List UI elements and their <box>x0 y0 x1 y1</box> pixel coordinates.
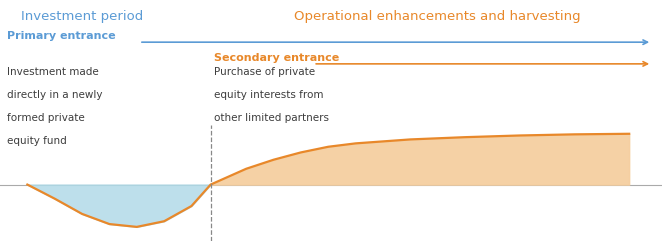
Text: formed private: formed private <box>7 113 84 123</box>
Text: Investment period: Investment period <box>21 10 143 23</box>
Text: directly in a newly: directly in a newly <box>7 90 102 100</box>
Text: Secondary entrance: Secondary entrance <box>214 53 339 63</box>
Text: Purchase of private: Purchase of private <box>214 67 315 77</box>
Text: Operational enhancements and harvesting: Operational enhancements and harvesting <box>295 10 581 23</box>
Text: other limited partners: other limited partners <box>214 113 329 123</box>
Text: Investment made: Investment made <box>7 67 99 77</box>
Text: Primary entrance: Primary entrance <box>7 31 115 41</box>
Text: equity fund: equity fund <box>7 136 66 146</box>
Text: equity interests from: equity interests from <box>214 90 324 100</box>
